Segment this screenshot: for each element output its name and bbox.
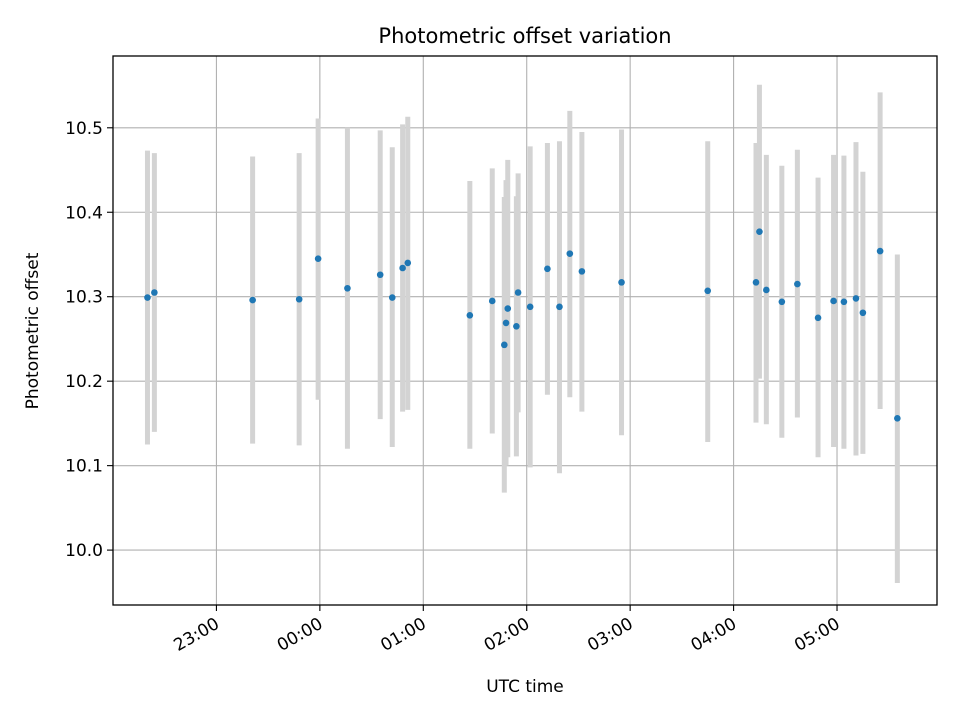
data-point (295, 295, 303, 303)
data-point (544, 265, 551, 273)
data-point (404, 259, 412, 267)
data-point (151, 289, 158, 296)
y-tick-label: 10.1 (65, 457, 103, 477)
chart-title: Photometric offset variation (378, 24, 671, 48)
data-point (778, 298, 786, 306)
data-points (144, 228, 901, 422)
y-tick-label: 10.0 (65, 541, 103, 561)
grid-lines (113, 56, 937, 605)
data-point (144, 294, 151, 301)
data-point (578, 268, 586, 275)
x-axis-ticks: 23:00 00:00 01:00 02:00 03:00 04:00 05:00 (170, 605, 844, 656)
x-tick-label: 04:00 (688, 614, 740, 656)
x-tick-label: 23:00 (170, 614, 222, 656)
data-point (526, 303, 534, 311)
data-point (830, 297, 837, 305)
data-point (249, 296, 256, 304)
data-point (756, 228, 763, 235)
plot-area-frame (112, 55, 938, 606)
data-point (852, 295, 860, 302)
y-axis-ticks: 10.0 10.1 10.2 10.3 10.4 10.5 (65, 119, 113, 561)
x-tick-label: 03:00 (584, 614, 636, 656)
y-tick-label: 10.4 (65, 203, 103, 223)
y-tick-label: 10.2 (65, 372, 103, 392)
data-point (752, 279, 760, 286)
y-axis-label: Photometric offset (23, 252, 43, 409)
x-tick-label: 02:00 (481, 614, 533, 656)
x-axis-label: UTC time (486, 677, 564, 697)
y-tick-label: 10.5 (65, 119, 103, 139)
data-point (314, 255, 322, 263)
data-point (566, 250, 574, 257)
data-point (514, 289, 522, 296)
data-point (794, 280, 801, 288)
data-point (502, 319, 510, 327)
data-point (859, 309, 867, 317)
data-point (388, 294, 396, 301)
data-point (344, 284, 351, 292)
data-point (488, 297, 496, 305)
data-point (876, 247, 884, 255)
data-point (466, 311, 474, 319)
data-point (501, 341, 508, 349)
data-point (556, 303, 563, 311)
x-tick-label: 05:00 (791, 614, 843, 656)
y-tick-label: 10.3 (65, 288, 103, 308)
data-point (399, 264, 406, 272)
data-point (814, 314, 822, 322)
data-point (894, 415, 901, 422)
data-point (513, 322, 520, 330)
data-point (376, 271, 384, 279)
data-point (618, 279, 625, 286)
x-tick-label: 00:00 (274, 614, 326, 656)
data-point (840, 298, 848, 306)
data-point (504, 305, 512, 312)
data-point (763, 286, 770, 294)
data-point (704, 287, 712, 295)
x-tick-label: 01:00 (377, 614, 429, 656)
error-bars (144, 84, 900, 584)
